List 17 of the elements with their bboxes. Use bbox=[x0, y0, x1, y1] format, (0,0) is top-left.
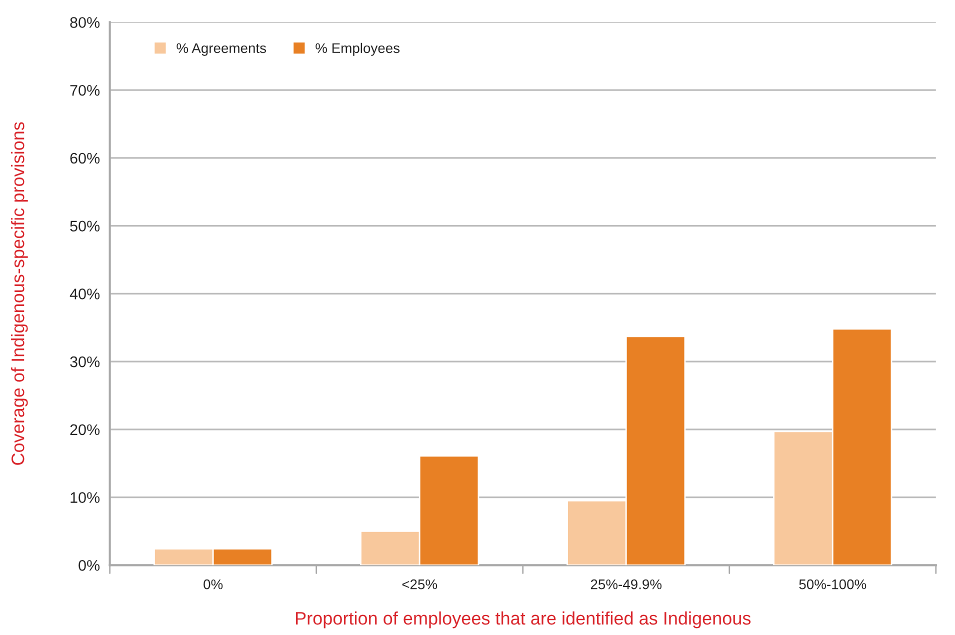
y-tick-label: 40% bbox=[70, 288, 100, 300]
legend-label: % Employees bbox=[316, 42, 400, 56]
x-tick-label: 0% bbox=[204, 579, 223, 590]
y-tick-label: 60% bbox=[70, 152, 100, 164]
x-tick-label: 50%-100% bbox=[799, 579, 866, 590]
legend-label: % Agreements bbox=[176, 43, 266, 56]
y-tick-label: 0% bbox=[78, 560, 100, 571]
y-tick-label: 20% bbox=[70, 424, 100, 436]
y-axis-title: Coverage of Indigenous-specific provisions bbox=[11, 122, 28, 465]
x-tick-label: <25% bbox=[402, 579, 438, 590]
y-tick-label: 80% bbox=[70, 17, 100, 28]
y-tick-label: 10% bbox=[70, 492, 100, 503]
y-tick-label: 50% bbox=[70, 220, 100, 232]
y-tick-label: 30% bbox=[70, 356, 100, 368]
x-tick-label: 25%-49.9% bbox=[590, 579, 662, 590]
y-tick-label: 70% bbox=[70, 84, 100, 96]
x-axis-title: Proportion of employees that are identified as Indigenous bbox=[296, 611, 751, 628]
